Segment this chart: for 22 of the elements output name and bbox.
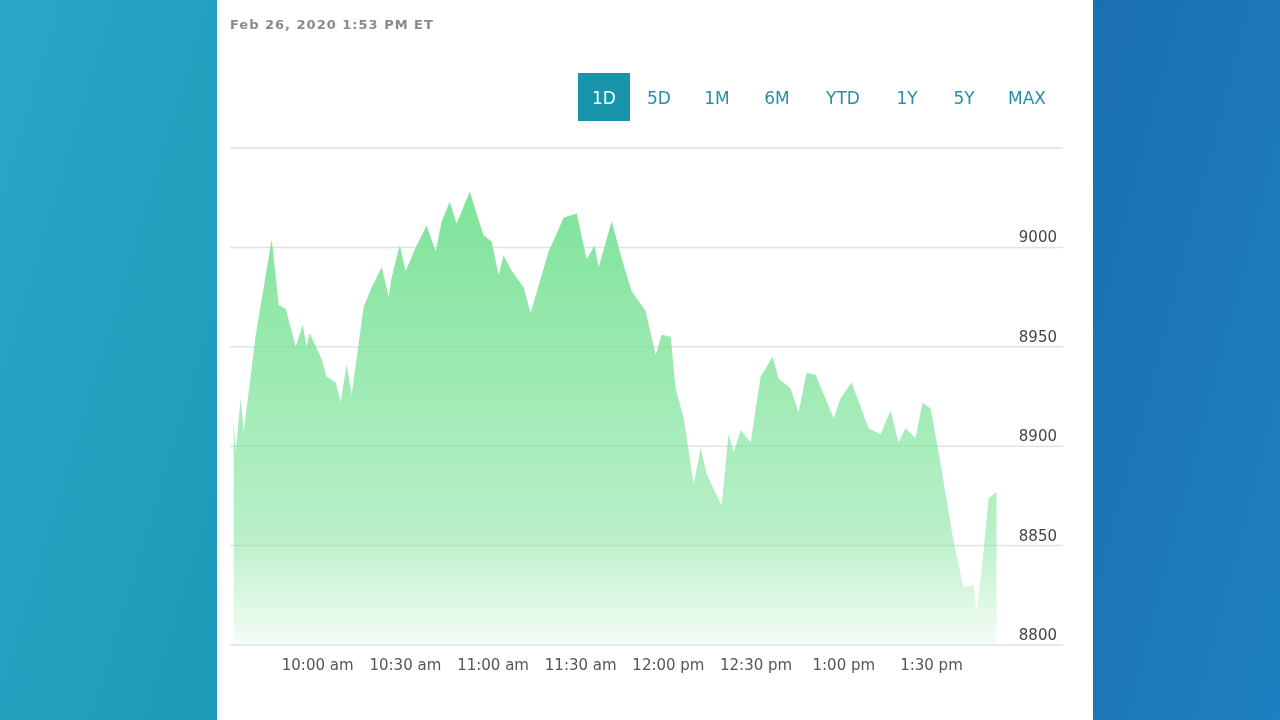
text: 5Y — [953, 88, 976, 108]
x-tick-label: 10:30 am — [369, 656, 442, 674]
x-tick-label: 12:00 pm — [632, 656, 705, 674]
x-tick-label: 12:30 pm — [720, 656, 793, 674]
text: 1D — [592, 88, 616, 108]
y-tick-label: 8850 — [1018, 526, 1057, 545]
text: 1M — [704, 88, 730, 108]
x-tick-label: 1:00 pm — [812, 656, 876, 674]
x-tick-label: 10:00 am — [281, 656, 354, 674]
y-tick-label: 8800 — [1018, 626, 1057, 644]
text: MAX — [1008, 88, 1047, 108]
x-tick-label: 11:30 am — [544, 656, 617, 674]
text: 5D — [647, 88, 671, 108]
text: 6M — [764, 88, 790, 108]
y-tick-label: 8900 — [1018, 427, 1057, 446]
text: YTD — [825, 88, 860, 108]
text: Feb 26, 2020 1:53 PM ET — [230, 17, 434, 32]
x-tick-label: 11:00 am — [457, 656, 529, 674]
text: 1Y — [896, 88, 919, 108]
y-tick-label: 8950 — [1018, 327, 1057, 346]
x-tick-label: 1:30 pm — [900, 656, 963, 674]
y-tick-label: 9000 — [1018, 228, 1057, 247]
